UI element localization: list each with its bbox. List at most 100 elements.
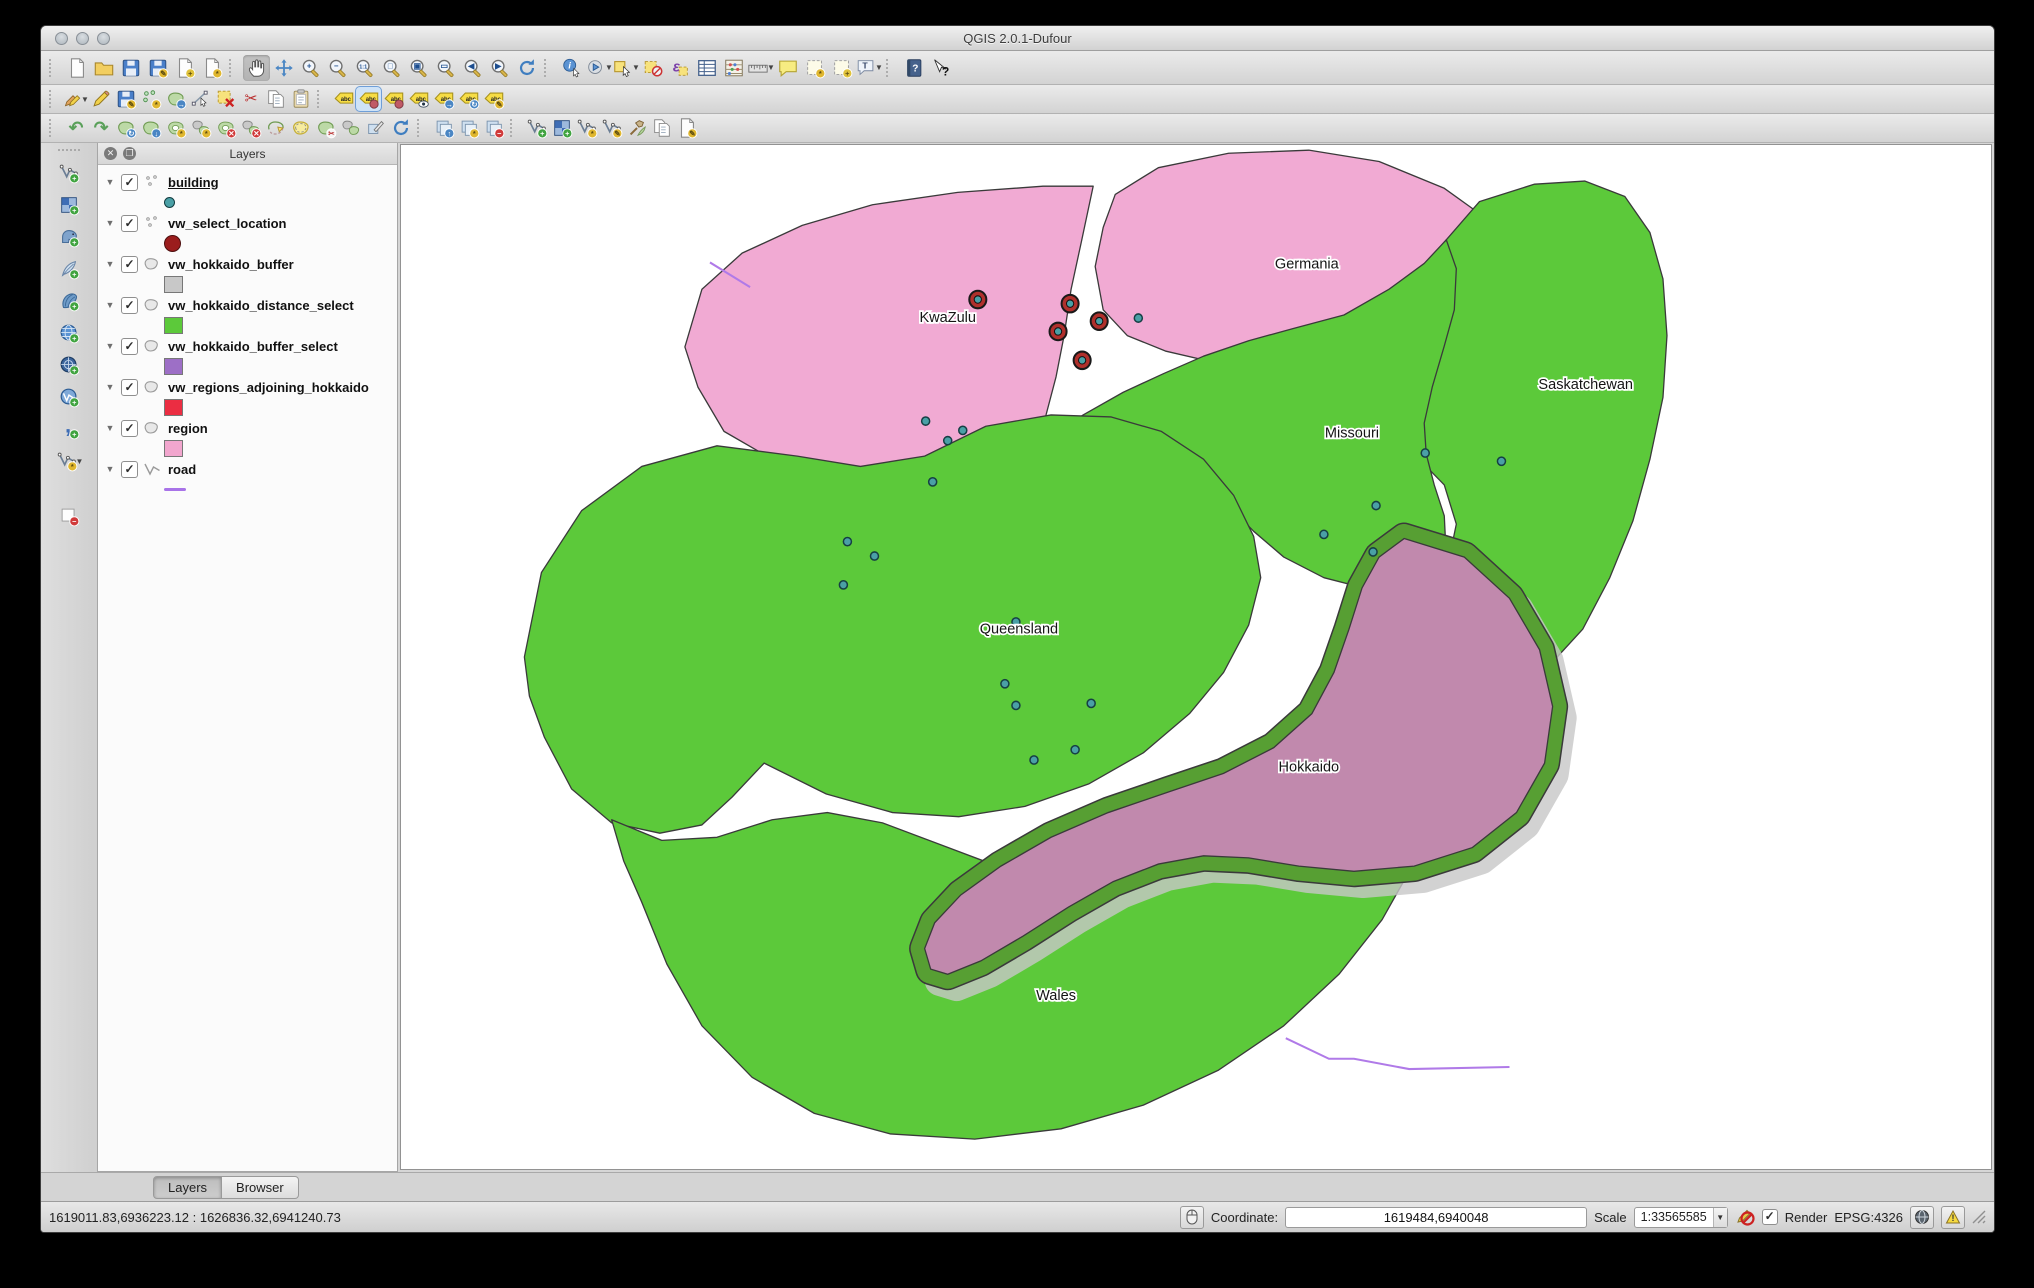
open-project-icon[interactable]	[90, 55, 117, 81]
save-layer-edits-icon[interactable]: ✎	[113, 87, 138, 111]
rotate-feature-icon[interactable]: ↻	[113, 116, 138, 140]
measure-icon[interactable]: ▼	[747, 55, 775, 81]
add-part-icon[interactable]: *	[188, 116, 213, 140]
expand-triangle-icon[interactable]: ▼	[105, 300, 115, 310]
layer-labeling-options-icon[interactable]: abc	[331, 87, 356, 111]
dropdown-arrow-icon[interactable]: ▼	[632, 63, 640, 72]
simplify-feature-icon[interactable]: ↓	[138, 116, 163, 140]
layer-visibility-checkbox[interactable]: ✓	[121, 173, 138, 191]
edit-page-icon[interactable]: ✎	[674, 116, 699, 140]
rotate-point-symbols-icon[interactable]	[388, 116, 413, 140]
copy-features-icon[interactable]	[263, 87, 288, 111]
layer-visibility-checkbox[interactable]: ✓	[121, 296, 138, 314]
change-label-properties-icon[interactable]: abc ✎	[481, 87, 506, 111]
save-project-as-icon[interactable]: ✎	[144, 55, 171, 81]
zoom-to-layer-icon[interactable]: ▭	[432, 55, 459, 81]
identify-features-icon[interactable]: i	[558, 55, 585, 81]
add-spatialite-layer-icon[interactable]: +	[56, 256, 83, 282]
layer-name[interactable]: building	[168, 174, 219, 190]
zoom-in-icon[interactable]: +	[297, 55, 324, 81]
copy-map-style-icon[interactable]	[649, 116, 674, 140]
zoom-window-button[interactable]	[97, 31, 110, 45]
raster-stretch-full-icon[interactable]: *	[456, 116, 481, 140]
add-vector-layer-2-icon[interactable]: +	[524, 116, 549, 140]
new-shapefile-layer-2-icon[interactable]: *	[574, 116, 599, 140]
add-raster-layer-icon[interactable]: +	[56, 192, 83, 218]
layer-name[interactable]: road	[168, 461, 197, 477]
highlight-pinned-labels-icon[interactable]: abc	[381, 87, 406, 111]
map-tips-icon[interactable]	[774, 55, 801, 81]
save-project-icon[interactable]	[117, 55, 144, 81]
delete-ring-icon[interactable]: ✕	[213, 116, 238, 140]
raster-stretch-remove-icon[interactable]: −	[481, 116, 506, 140]
reshape-features-icon[interactable]	[263, 116, 288, 140]
add-feature-icon[interactable]: *	[138, 87, 163, 111]
dropdown-arrow-icon[interactable]: ▼	[605, 63, 613, 72]
layer-visibility-checkbox[interactable]: ✓	[121, 378, 138, 396]
add-wcs-layer-icon[interactable]: +	[56, 352, 83, 378]
add-delimited-text-layer-icon[interactable]: , +	[56, 416, 83, 442]
layer-item-vw_regions_adjoining_hokkaido[interactable]: ▼ ✓ vw_regions_adjoining_hokkaido	[104, 376, 397, 398]
toolbar-drag-handle[interactable]	[58, 149, 80, 151]
expand-triangle-icon[interactable]: ▼	[105, 259, 115, 269]
show-hide-labels-icon[interactable]: abc	[406, 87, 431, 111]
zoom-next-icon[interactable]: ▶	[486, 55, 513, 81]
layer-visibility-checkbox[interactable]: ✓	[121, 460, 138, 478]
split-features-icon[interactable]: ✂	[313, 116, 338, 140]
pin-unpin-labels-icon[interactable]: abc	[355, 86, 382, 112]
text-annotation-icon[interactable]: T ▼	[855, 55, 883, 81]
crs-status-icon[interactable]	[1910, 1205, 1934, 1229]
dropdown-arrow-icon[interactable]: ▼	[875, 63, 883, 72]
add-vector-layer-icon[interactable]: +	[56, 160, 83, 186]
chevron-down-icon[interactable]: ▼	[1712, 1207, 1727, 1227]
delete-part-icon[interactable]: ✕	[238, 116, 263, 140]
whats-this-icon[interactable]: ?	[927, 55, 954, 81]
layer-visibility-checkbox[interactable]: ✓	[121, 419, 138, 437]
undo-icon[interactable]: ↶	[63, 116, 88, 140]
move-label-icon[interactable]: abc →	[431, 87, 456, 111]
delete-selected-icon[interactable]	[213, 87, 238, 111]
scale-combobox[interactable]: 1:33565585 ▼	[1633, 1206, 1728, 1228]
field-calculator-icon[interactable]	[720, 55, 747, 81]
expand-triangle-icon[interactable]: ▼	[105, 341, 115, 351]
show-bookmarks-icon[interactable]: +	[828, 55, 855, 81]
cut-features-icon[interactable]: ✂	[238, 87, 263, 111]
mouse-position-icon[interactable]	[1179, 1205, 1204, 1229]
remove-layer-icon[interactable]: −	[56, 503, 83, 529]
zoom-out-icon[interactable]: −	[324, 55, 351, 81]
layer-item-region[interactable]: ▼ ✓ region	[104, 417, 397, 439]
new-shapefile-layer-icon[interactable]: * ▼	[56, 448, 83, 474]
zoom-full-icon[interactable]: □	[378, 55, 405, 81]
layer-name[interactable]: vw_select_location	[168, 215, 287, 231]
select-features-icon[interactable]: ▼	[612, 55, 640, 81]
redo-icon[interactable]: ↷	[88, 116, 113, 140]
current-edits-icon[interactable]: ▼	[63, 87, 89, 111]
tab-browser[interactable]: Browser	[222, 1175, 299, 1199]
add-mssql-layer-icon[interactable]: +	[56, 288, 83, 314]
move-feature-icon[interactable]: →	[163, 87, 188, 111]
dropdown-arrow-icon[interactable]: ▼	[767, 63, 775, 72]
pan-to-selection-icon[interactable]	[270, 55, 297, 81]
add-postgis-layer-icon[interactable]: +	[56, 224, 83, 250]
merge-attributes-icon[interactable]	[363, 116, 388, 140]
map-canvas[interactable]: KwaZulu Germania Saskatchewan Missouri Queen…	[400, 144, 1992, 1170]
zoom-to-selection-icon[interactable]: ▣	[405, 55, 432, 81]
style-hammer-icon[interactable]	[624, 116, 649, 140]
layer-item-vw_select_location[interactable]: ▼ ✓ vw_select_location	[104, 212, 397, 234]
add-wfs-layer-icon[interactable]: +	[56, 384, 83, 410]
zoom-last-icon[interactable]: ◀	[459, 55, 486, 81]
layer-item-road[interactable]: ▼ ✓ road	[104, 458, 397, 480]
add-wms-layer-icon[interactable]: +	[56, 320, 83, 346]
open-attribute-table-icon[interactable]	[693, 55, 720, 81]
expand-triangle-icon[interactable]: ▼	[105, 218, 115, 228]
add-ring-icon[interactable]: *	[163, 116, 188, 140]
expand-triangle-icon[interactable]: ▼	[105, 177, 115, 187]
help-contents-icon[interactable]: ?	[900, 55, 927, 81]
message-log-icon[interactable]: !	[1941, 1205, 1965, 1229]
run-feature-action-icon[interactable]: ▼	[585, 55, 613, 81]
expand-triangle-icon[interactable]: ▼	[105, 464, 115, 474]
toggle-editing-icon[interactable]	[88, 87, 113, 111]
zoom-native-icon[interactable]: 1:1	[351, 55, 378, 81]
layer-name[interactable]: vw_hokkaido_buffer_select	[168, 338, 338, 354]
raster-stretch-local-icon[interactable]: ↑	[431, 116, 456, 140]
